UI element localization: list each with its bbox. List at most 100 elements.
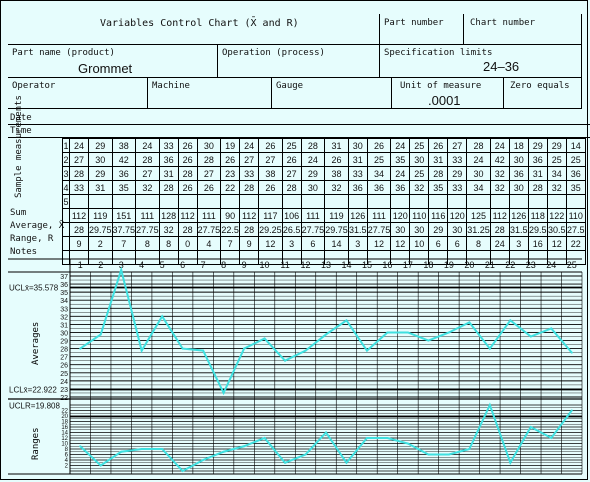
range-point xyxy=(406,442,409,445)
average-point xyxy=(447,331,450,334)
range-label: Range, R xyxy=(10,234,54,244)
average-point xyxy=(79,347,82,350)
range-tick-label: 14 xyxy=(61,431,68,437)
range-point xyxy=(325,431,327,434)
avg-tick-label: 25 xyxy=(60,371,68,378)
range-tick-label: 18 xyxy=(61,420,68,426)
avg-tick-label: 28 xyxy=(60,347,68,354)
sum-label: Sum xyxy=(10,208,27,218)
average-point xyxy=(570,351,573,354)
sample-row: 5 xyxy=(62,194,586,209)
divider xyxy=(8,137,590,138)
ranges-axis-label: Ranges xyxy=(31,427,41,460)
averages-axis-label: Averages xyxy=(31,322,41,365)
sample-row: 4 33 31 35 32 28 26 26 22 28 26 28 30 32 36 36 36 32 35 33 3… xyxy=(62,180,586,195)
average-point xyxy=(509,319,512,322)
column-number: 2 xyxy=(98,260,103,270)
range-point xyxy=(529,426,532,428)
range-point xyxy=(140,448,143,450)
column-number: 6 xyxy=(180,260,185,270)
range-point xyxy=(570,409,573,412)
range-tick-label: 12 xyxy=(61,436,68,442)
range-point xyxy=(181,470,184,472)
notes-row xyxy=(62,250,586,265)
column-number: 23 xyxy=(526,260,536,270)
average-point xyxy=(120,268,123,271)
part-number-label: Part number xyxy=(384,18,444,28)
range-point xyxy=(304,453,307,456)
averages-line xyxy=(79,266,573,396)
range-point xyxy=(447,453,450,456)
machine-cell xyxy=(148,78,272,109)
average-point xyxy=(427,339,430,342)
column-number: 18 xyxy=(423,260,433,270)
range-point xyxy=(345,461,348,464)
range-tick-label: 4 xyxy=(65,458,69,464)
machine-label: Machine xyxy=(152,81,190,91)
measurement-table: 1 24 29 38 24 33 26 30 19 24 26 25 28 31 30 26 24 25 26 27 2… xyxy=(62,138,586,265)
gauge-cell xyxy=(272,78,392,109)
average-point xyxy=(140,349,143,352)
range-point xyxy=(427,453,430,456)
value-cell xyxy=(177,250,198,265)
avg-tick-label: 26 xyxy=(60,363,68,370)
average-point xyxy=(263,337,266,340)
part-name-cell xyxy=(8,45,218,78)
column-number: 19 xyxy=(444,260,454,270)
unit-cell xyxy=(392,78,504,109)
average-point xyxy=(488,347,491,350)
column-number: 9 xyxy=(242,260,247,270)
range-point xyxy=(386,437,389,439)
avg-tick-label: 32 xyxy=(60,314,68,321)
average-point xyxy=(325,333,327,336)
range-point xyxy=(161,448,164,450)
range-point xyxy=(550,437,553,439)
range-tick-label: 8 xyxy=(65,447,69,453)
gauge-label: Gauge xyxy=(276,81,304,91)
value-cell: 3 xyxy=(347,236,368,251)
avg-tick-label: 27 xyxy=(60,355,68,362)
time-label: Time xyxy=(10,126,32,136)
column-number: 24 xyxy=(546,260,556,270)
operator-label: Operator xyxy=(12,81,56,91)
average-point xyxy=(365,349,368,352)
column-number: 15 xyxy=(362,260,372,270)
average-point xyxy=(181,347,184,350)
ucl-x-label: UCLx̄=35.578 xyxy=(9,283,59,292)
value-cell xyxy=(447,250,468,265)
average-point xyxy=(550,327,553,330)
average-point xyxy=(304,349,307,352)
column-number: 21 xyxy=(485,260,495,270)
average-row: 28 29.75 37.75 27.75 32 28 27.75 22.5 28 29.25 26.… xyxy=(62,222,586,237)
range-point xyxy=(120,450,123,453)
zero-equals-cell xyxy=(504,78,582,109)
average-point xyxy=(243,347,246,350)
divider xyxy=(8,124,590,125)
column-number: 25 xyxy=(567,260,577,270)
date-label: Date xyxy=(10,113,32,123)
range-point xyxy=(365,437,368,439)
column-number: 12 xyxy=(301,260,311,270)
chart-number-cell xyxy=(464,14,582,45)
range-tick-label: 2 xyxy=(65,464,69,470)
column-number: 22 xyxy=(505,260,515,270)
avg-tick-label: 33 xyxy=(60,306,68,313)
average-point xyxy=(161,315,164,318)
range-point xyxy=(202,459,205,461)
average-point xyxy=(284,359,287,362)
ucl-r-label: UCLR=19.808 xyxy=(9,402,60,411)
avg-tick-label: 24 xyxy=(60,379,68,386)
value-cell: 26 xyxy=(281,152,302,167)
range-tick-label: 22 xyxy=(61,409,68,415)
operation-label: Operation (process) xyxy=(222,48,325,58)
column-number: 3 xyxy=(119,260,124,270)
chart-title: Variables Control Chart (X̄ and R) xyxy=(100,18,299,29)
title-cell xyxy=(8,14,380,45)
average-point xyxy=(345,319,348,322)
column-number: 10 xyxy=(260,260,270,270)
range-point xyxy=(284,461,287,464)
average-point xyxy=(468,321,471,324)
value-cell xyxy=(239,250,260,265)
